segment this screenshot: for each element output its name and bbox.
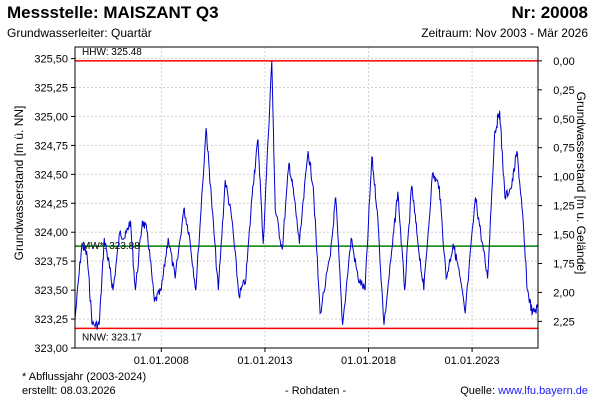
created-date: erstellt: 08.03.2026 <box>22 385 116 397</box>
y-tick-label: 325,50 <box>34 54 68 66</box>
y2-tick-label: 0,25 <box>553 85 574 97</box>
y2-axis-label: Grundwasserstand [m u. Gelände] <box>574 92 588 275</box>
x-tick-label: 01.01.2018 <box>341 355 396 367</box>
y-tick-label: 323,50 <box>34 285 68 297</box>
y2-tick-label: 1,25 <box>553 201 574 213</box>
y-tick-label: 323,00 <box>34 343 68 355</box>
grid-lines <box>75 47 538 349</box>
y-tick-label: 325,25 <box>34 83 68 95</box>
y2-tick-label: 0,50 <box>553 114 574 126</box>
period-label: Zeitraum: Nov 2003 - Mär 2026 <box>421 26 588 40</box>
y-tick-label: 323,25 <box>34 314 68 326</box>
aquifer-label: Grundwasserleiter: Quartär <box>7 26 152 40</box>
reference-label: NNW: 323.17 <box>82 332 142 343</box>
axis-ticks: 325,50 325,25 325,00 324,75 324,50 324,25 324,… <box>34 54 574 367</box>
y-tick-label: 324,00 <box>34 227 68 239</box>
y-tick-label: 324,75 <box>34 140 68 152</box>
reference-label: HHW: 325.48 <box>82 47 142 58</box>
source: Quelle: www.lfu.bayern.de <box>460 385 588 397</box>
station-number: Nr: 20008 <box>511 3 588 22</box>
reference-label: MW*: 323.88 <box>82 241 140 252</box>
y-tick-label: 323,75 <box>34 256 68 268</box>
y2-tick-label: 0,75 <box>553 143 574 155</box>
y2-tick-label: 2,00 <box>553 287 574 299</box>
x-tick-label: 01.01.2023 <box>445 355 500 367</box>
y-axis-label: Grundwasserstand [m ü. NN] <box>12 106 26 261</box>
y-tick-label: 324,50 <box>34 169 68 181</box>
plot-frame <box>74 46 539 349</box>
x-tick-label: 01.01.2008 <box>134 355 189 367</box>
y2-tick-label: 0,00 <box>553 56 574 68</box>
y-tick-label: 324,25 <box>34 198 68 210</box>
y-tick-label: 325,00 <box>34 111 68 123</box>
footnote: * Abflussjahr (2003-2024) <box>22 371 147 383</box>
reference-lines: HHW: 325.48 MW*: 323.88 NNW: 323.17 <box>75 47 538 343</box>
series-line <box>74 60 539 330</box>
y2-tick-label: 1,00 <box>553 172 574 184</box>
y2-tick-label: 2,25 <box>553 316 574 328</box>
y2-tick-label: 1,75 <box>553 258 574 270</box>
source-link[interactable]: www.lfu.bayern.de <box>498 385 588 397</box>
source-prefix: Quelle: <box>460 385 499 397</box>
raw-data-label: - Rohdaten - <box>285 385 347 397</box>
x-tick-label: 01.01.2013 <box>237 355 292 367</box>
y2-tick-label: 1,50 <box>553 230 574 242</box>
station-title: Messstelle: MAISZANT Q3 <box>7 3 219 22</box>
